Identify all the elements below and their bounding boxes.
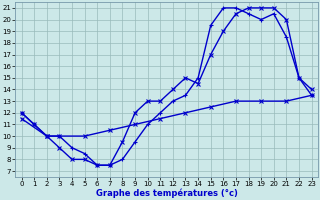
X-axis label: Graphe des températures (°c): Graphe des températures (°c): [96, 188, 237, 198]
